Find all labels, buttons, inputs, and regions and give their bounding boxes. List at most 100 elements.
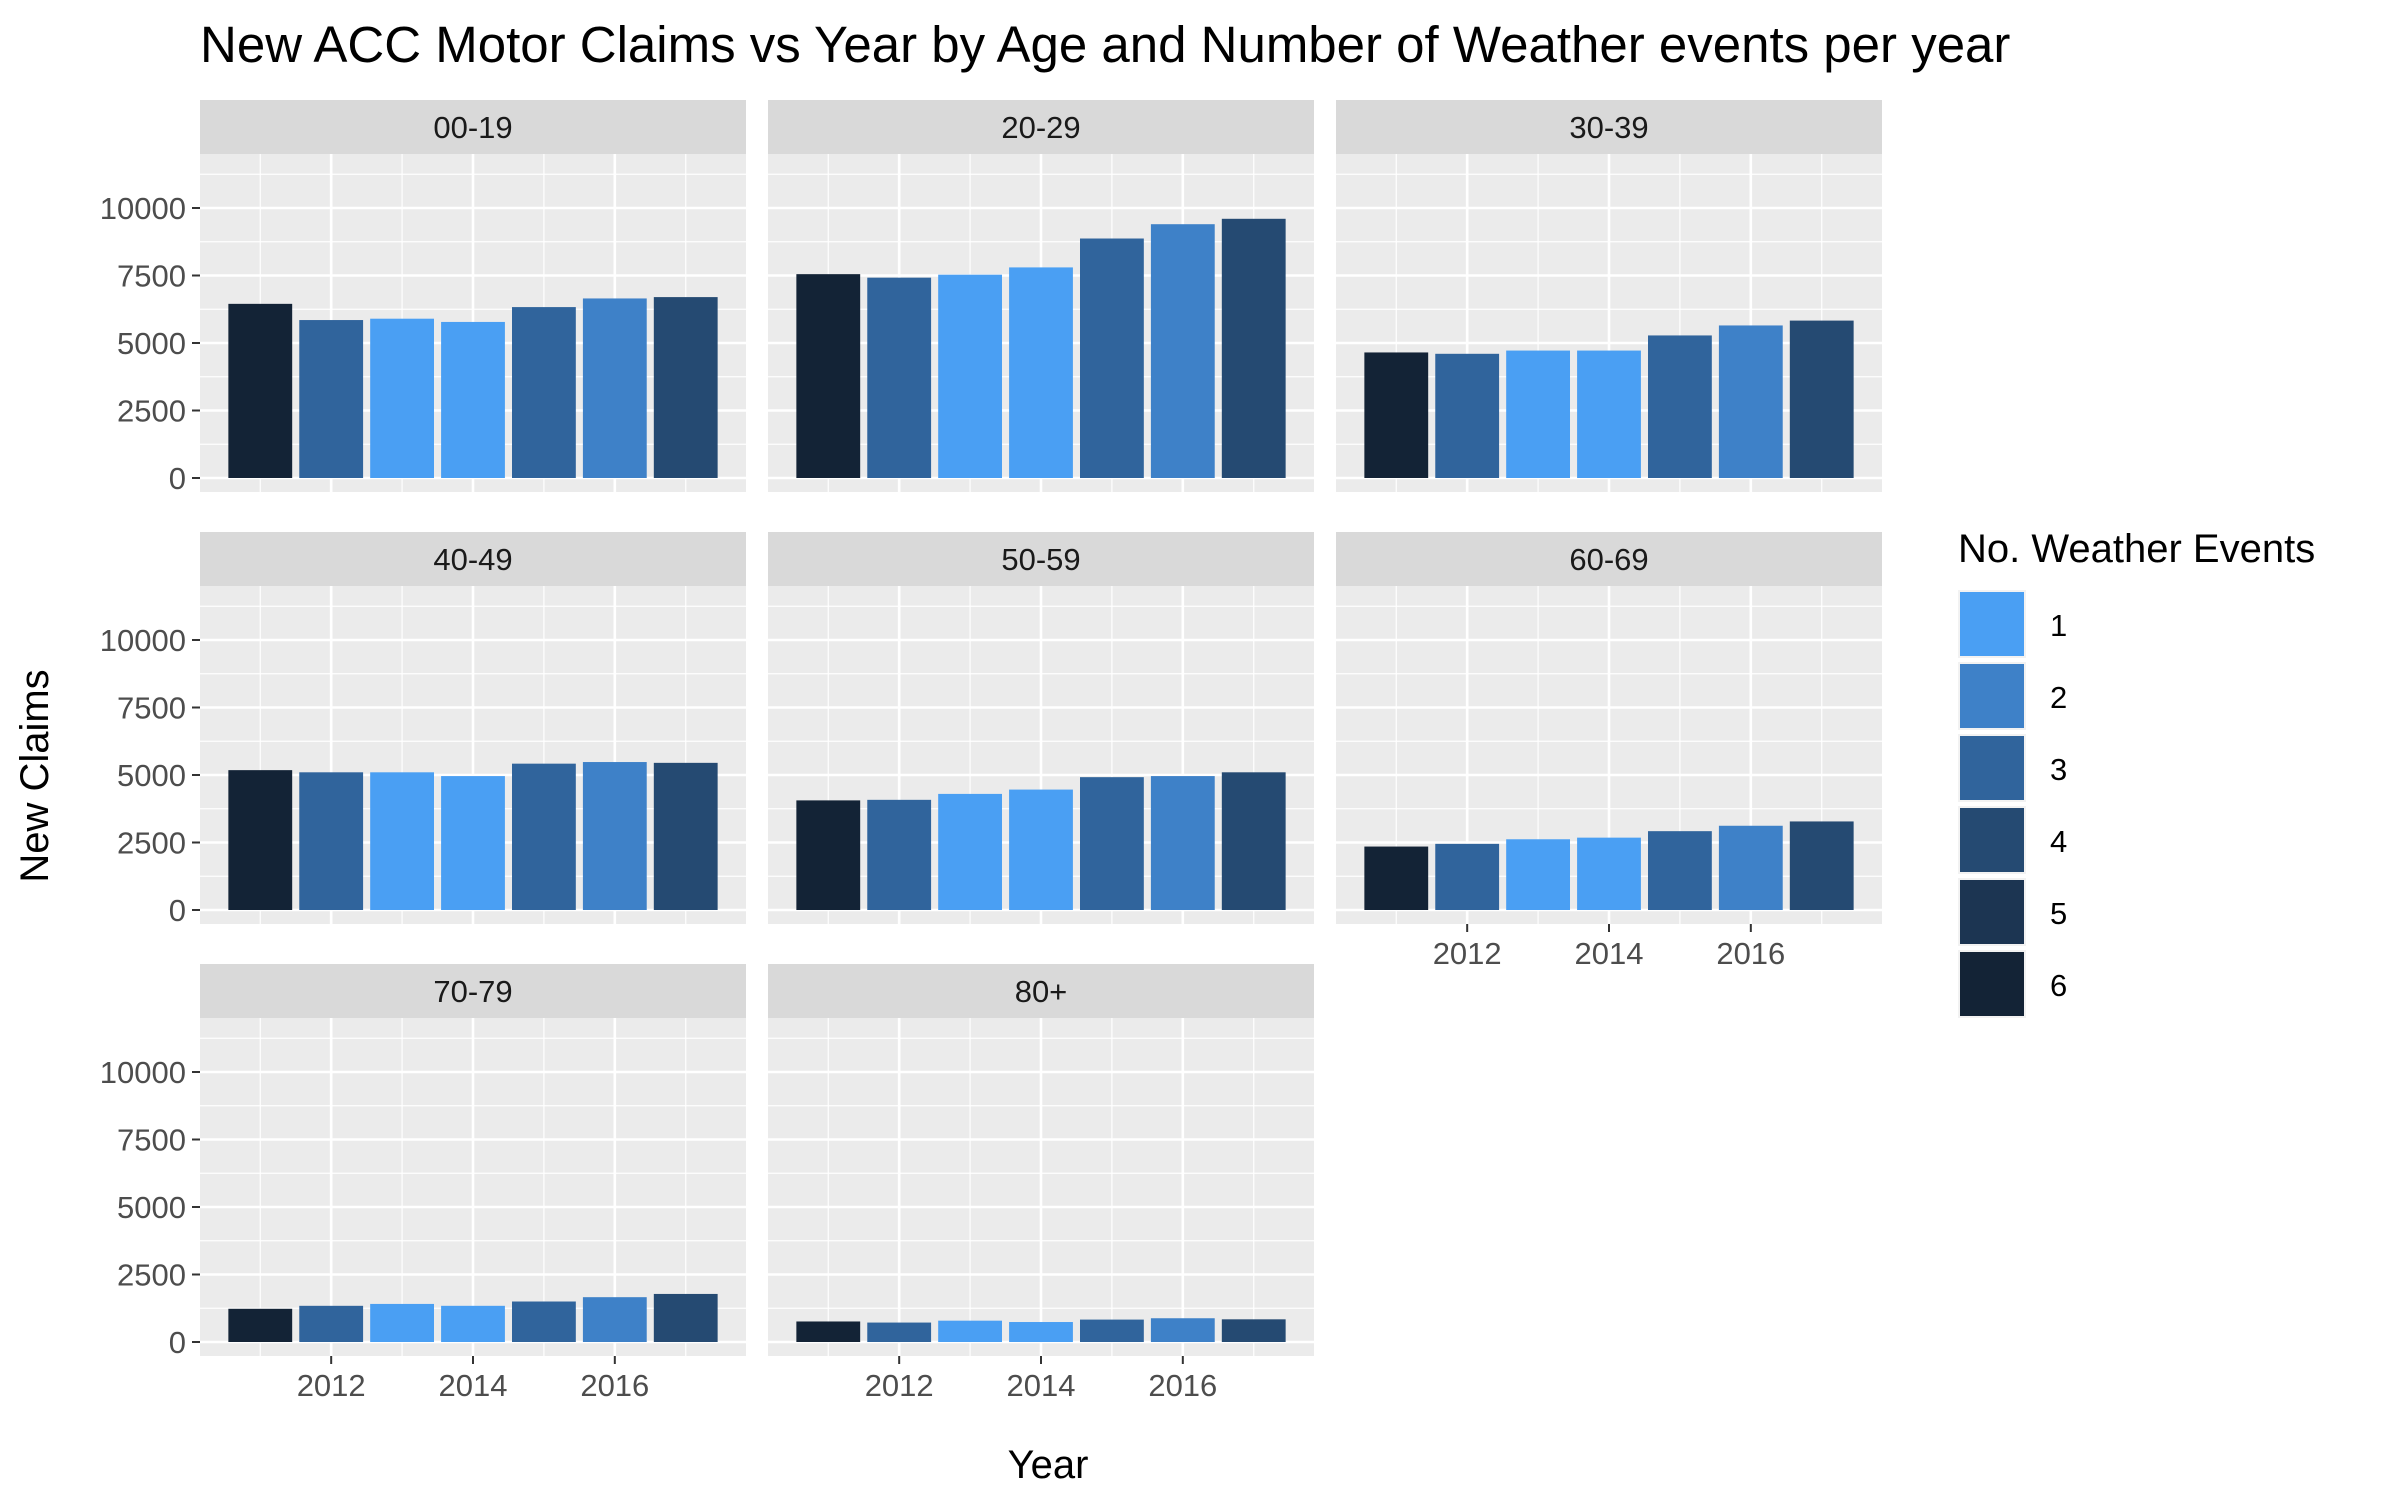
legend-key-swatch — [1960, 592, 2024, 656]
bar-00-19-2016 — [582, 298, 647, 478]
facet-strip-label: 40-49 — [433, 542, 512, 577]
bar-30-39-2016 — [1718, 325, 1783, 478]
y-tick-label: 0 — [169, 893, 186, 928]
bar-70-79-2011 — [228, 1308, 293, 1342]
bar-60-69-2014 — [1577, 837, 1641, 910]
legend-label: 1 — [2050, 608, 2067, 643]
bar-00-19-2015 — [512, 307, 576, 478]
bar-20-29-2016 — [1150, 224, 1215, 478]
bar-20-29-2017 — [1221, 218, 1286, 479]
facet-strip-label: 60-69 — [1569, 542, 1648, 577]
facet-strip-label: 80+ — [1015, 974, 1068, 1009]
x-axis-title: Year — [1008, 1443, 1089, 1487]
x-tick-label: 2016 — [580, 1368, 649, 1403]
bar-40-49-2013 — [370, 772, 434, 910]
y-tick-label: 7500 — [117, 1123, 186, 1158]
bar-70-79-2015 — [512, 1301, 576, 1342]
y-tick-label: 2500 — [117, 1258, 186, 1293]
bar-30-39-2013 — [1506, 350, 1570, 478]
legend-key-swatch — [1960, 664, 2024, 728]
bar-70-79-2013 — [370, 1303, 434, 1342]
x-tick-label: 2016 — [1148, 1368, 1217, 1403]
facet-panel-80+: 80+ 2012 2014 2016 — [768, 964, 1314, 1403]
legend-label: 5 — [2050, 896, 2067, 931]
facet-strip — [1336, 100, 1882, 154]
bar-70-79-2012 — [299, 1305, 364, 1342]
bar-20-29-2012 — [867, 277, 932, 478]
x-tick-label: 2014 — [439, 1368, 508, 1403]
x-tick-label: 2012 — [865, 1368, 934, 1403]
bar-80+-2016 — [1150, 1318, 1215, 1342]
facet-strip-label: 70-79 — [433, 974, 512, 1009]
legend-title: No. Weather Events — [1958, 527, 2315, 571]
facet-strip — [768, 532, 1314, 586]
bar-50-59-2017 — [1221, 772, 1286, 910]
facet-strip-label: 20-29 — [1001, 110, 1080, 145]
y-tick-label: 2500 — [117, 826, 186, 861]
bar-70-79-2014 — [441, 1305, 505, 1342]
facet-strip — [768, 100, 1314, 154]
bar-70-79-2017 — [653, 1293, 718, 1342]
bar-50-59-2011 — [796, 800, 861, 910]
facet-strip-label: 50-59 — [1001, 542, 1080, 577]
facet-panel-50-59: 50-59 — [768, 532, 1314, 924]
x-tick-label: 2014 — [1575, 936, 1644, 971]
bar-30-39-2014 — [1577, 350, 1641, 478]
facet-panel-60-69: 60-69 2012 2014 2016 — [1336, 532, 1882, 971]
y-tick-label: 5000 — [117, 758, 186, 793]
facet-panel-70-79: 70-79 0 2500 5000 7500 10000 2012 2014 2016 — [100, 964, 746, 1403]
y-tick-label: 5000 — [117, 1190, 186, 1225]
legend-keys: 1 2 3 4 5 6 — [1958, 590, 2067, 1018]
facet-strip — [200, 532, 746, 586]
y-tick-label: 0 — [169, 1325, 186, 1360]
bar-60-69-2012 — [1435, 843, 1500, 910]
bar-50-59-2016 — [1150, 776, 1215, 910]
bar-20-29-2011 — [796, 274, 861, 478]
facet-panel-00-19: 00-19 0 2500 5000 7500 10000 — [100, 100, 746, 496]
y-tick-label: 7500 — [117, 691, 186, 726]
facet-panel-30-39: 30-39 — [1336, 100, 1882, 492]
legend-key-swatch — [1960, 952, 2024, 1016]
bar-00-19-2011 — [228, 303, 293, 478]
legend-label: 2 — [2050, 680, 2067, 715]
facet-panels: 00-19 0 2500 5000 7500 10000 20-29 30-39 40-49 0 2… — [100, 100, 1882, 1403]
bar-50-59-2013 — [938, 793, 1002, 910]
bar-80+-2015 — [1080, 1319, 1144, 1342]
facet-strip-label: 30-39 — [1569, 110, 1648, 145]
y-tick-label: 7500 — [117, 259, 186, 294]
bar-30-39-2011 — [1364, 352, 1429, 478]
facet-strip — [1336, 532, 1882, 586]
chart-title: New ACC Motor Claims vs Year by Age and … — [200, 16, 2010, 73]
bar-00-19-2012 — [299, 320, 364, 478]
bar-50-59-2012 — [867, 799, 932, 910]
bar-20-29-2014 — [1009, 267, 1073, 478]
legend-key-swatch — [1960, 880, 2024, 944]
facet-panel-40-49: 40-49 0 2500 5000 7500 10000 — [100, 532, 746, 928]
bar-40-49-2014 — [441, 776, 505, 910]
bar-80+-2012 — [867, 1322, 932, 1342]
y-tick-label: 5000 — [117, 326, 186, 361]
bar-50-59-2015 — [1080, 777, 1144, 910]
bar-40-49-2015 — [512, 763, 576, 910]
bar-80+-2014 — [1009, 1322, 1073, 1342]
bar-30-39-2015 — [1648, 335, 1712, 478]
bar-80+-2017 — [1221, 1319, 1286, 1342]
legend: No. Weather Events 1 2 3 4 5 6 — [1958, 527, 2315, 1018]
bar-50-59-2014 — [1009, 789, 1073, 910]
bar-30-39-2017 — [1789, 320, 1854, 478]
x-tick-label: 2012 — [297, 1368, 366, 1403]
bar-40-49-2011 — [228, 770, 293, 910]
bar-40-49-2016 — [582, 762, 647, 910]
facet-strip — [200, 964, 746, 1018]
x-tick-label: 2012 — [1433, 936, 1502, 971]
y-tick-label: 2500 — [117, 394, 186, 429]
x-tick-label: 2016 — [1716, 936, 1785, 971]
legend-label: 6 — [2050, 968, 2067, 1003]
legend-key-swatch — [1960, 736, 2024, 800]
y-tick-label: 0 — [169, 461, 186, 496]
bar-30-39-2012 — [1435, 353, 1500, 478]
facet-strip — [200, 100, 746, 154]
facet-strip-label: 00-19 — [433, 110, 512, 145]
bar-40-49-2012 — [299, 772, 364, 910]
bar-60-69-2015 — [1648, 831, 1712, 910]
